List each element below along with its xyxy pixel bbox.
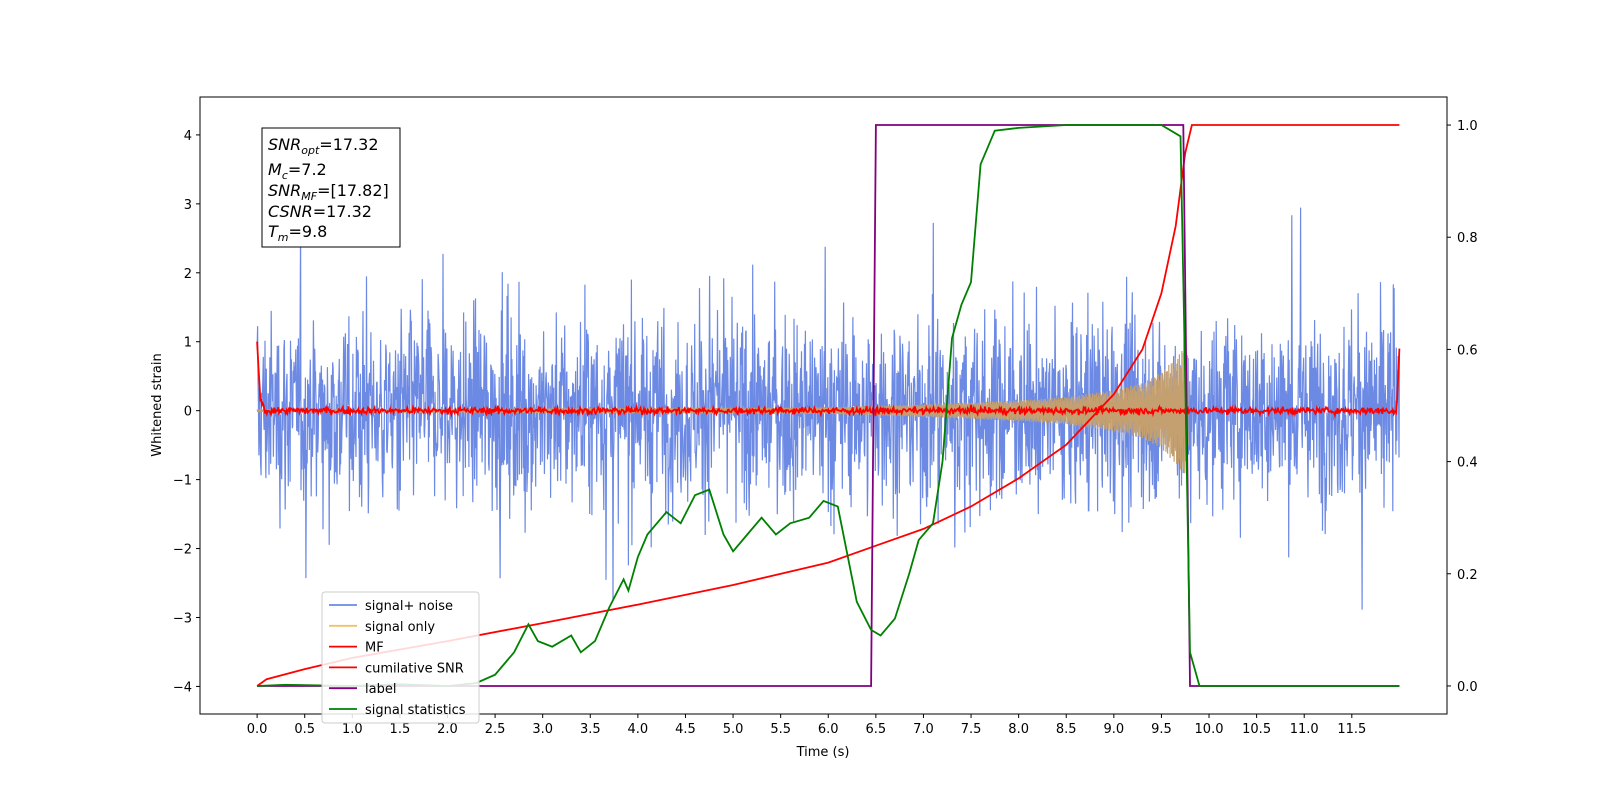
- x-tick-label: 6.0: [818, 722, 839, 737]
- x-tick-label: 11.5: [1337, 722, 1366, 737]
- info-snr-opt: SNRopt=17.32: [268, 135, 379, 157]
- legend-entry: signal only: [365, 620, 435, 635]
- x-tick-label: 2.0: [437, 722, 458, 737]
- info-snr-mf: SNRMF=[17.82]: [268, 181, 389, 203]
- y2-tick-label: 0.2: [1457, 568, 1478, 583]
- y-tick-label: −3: [173, 611, 192, 626]
- x-tick-label: 7.0: [913, 722, 934, 737]
- y-tick-label: 2: [184, 267, 192, 282]
- x-tick-label: 4.5: [675, 722, 696, 737]
- x-tick-label: 5.5: [770, 722, 791, 737]
- x-tick-label: 5.0: [723, 722, 744, 737]
- y-tick-label: 3: [184, 198, 192, 213]
- x-tick-label: 0.5: [294, 722, 315, 737]
- y2-tick-label: 0.6: [1457, 343, 1478, 358]
- legend-entry: cumilative SNR: [365, 661, 464, 676]
- plot-frame: [199, 96, 1448, 715]
- y-axis-label: Whitened strain: [150, 353, 165, 456]
- x-tick-label: 10.5: [1242, 722, 1271, 737]
- legend-entry: label: [365, 682, 396, 697]
- x-tick-label: 3.5: [580, 722, 601, 737]
- x-tick-label: 6.5: [866, 722, 887, 737]
- y2-tick-label: 0.4: [1457, 456, 1478, 471]
- y-tick-label: −1: [173, 474, 192, 489]
- series-signal-noise: [256, 207, 1400, 610]
- legend: signal+ noise signal only MF cumilative SNR…: [321, 591, 480, 724]
- x-tick-label: 7.5: [961, 722, 982, 737]
- y-tick-label: 1: [184, 336, 192, 351]
- x-tick-label: 8.5: [1056, 722, 1077, 737]
- x-tick-label: 9.5: [1151, 722, 1172, 737]
- y-tick-label: −4: [173, 680, 192, 695]
- x-tick-label: 3.0: [532, 722, 553, 737]
- x-tick-label: 10.0: [1195, 722, 1224, 737]
- x-tick-label: 11.0: [1290, 722, 1319, 737]
- info-csnr: CSNR=17.32: [268, 202, 372, 221]
- y2-tick-label: 0.8: [1457, 231, 1478, 246]
- x-tick-label: 0.0: [247, 722, 268, 737]
- legend-entry: MF: [365, 641, 384, 656]
- x-tick-label: 8.0: [1008, 722, 1029, 737]
- x-tick-label: 4.0: [628, 722, 649, 737]
- legend-entry: signal statistics: [365, 703, 466, 718]
- y-tick-label: 4: [184, 129, 192, 144]
- y2-tick-label: 1.0: [1457, 119, 1478, 134]
- legend-entry: signal+ noise: [365, 599, 453, 614]
- y2-tick-label: 0.0: [1457, 680, 1478, 695]
- y-tick-label: 0: [184, 405, 192, 420]
- x-tick-label: 1.0: [342, 722, 363, 737]
- info-box: SNRopt=17.32 Mc=7.2 SNRMF=[17.82] CSNR=1…: [261, 127, 401, 248]
- x-tick-label: 1.5: [390, 722, 411, 737]
- info-mc: Mc=7.2: [268, 160, 327, 182]
- x-tick-label: 2.5: [485, 722, 506, 737]
- series-signal-statistics: [257, 124, 1400, 687]
- series-mf: [256, 341, 1401, 419]
- y-tick-label: −2: [173, 543, 192, 558]
- x-tick-label: 9.0: [1103, 722, 1124, 737]
- x-axis-label: Time (s): [796, 745, 850, 760]
- info-tm: Tm=9.8: [268, 222, 327, 244]
